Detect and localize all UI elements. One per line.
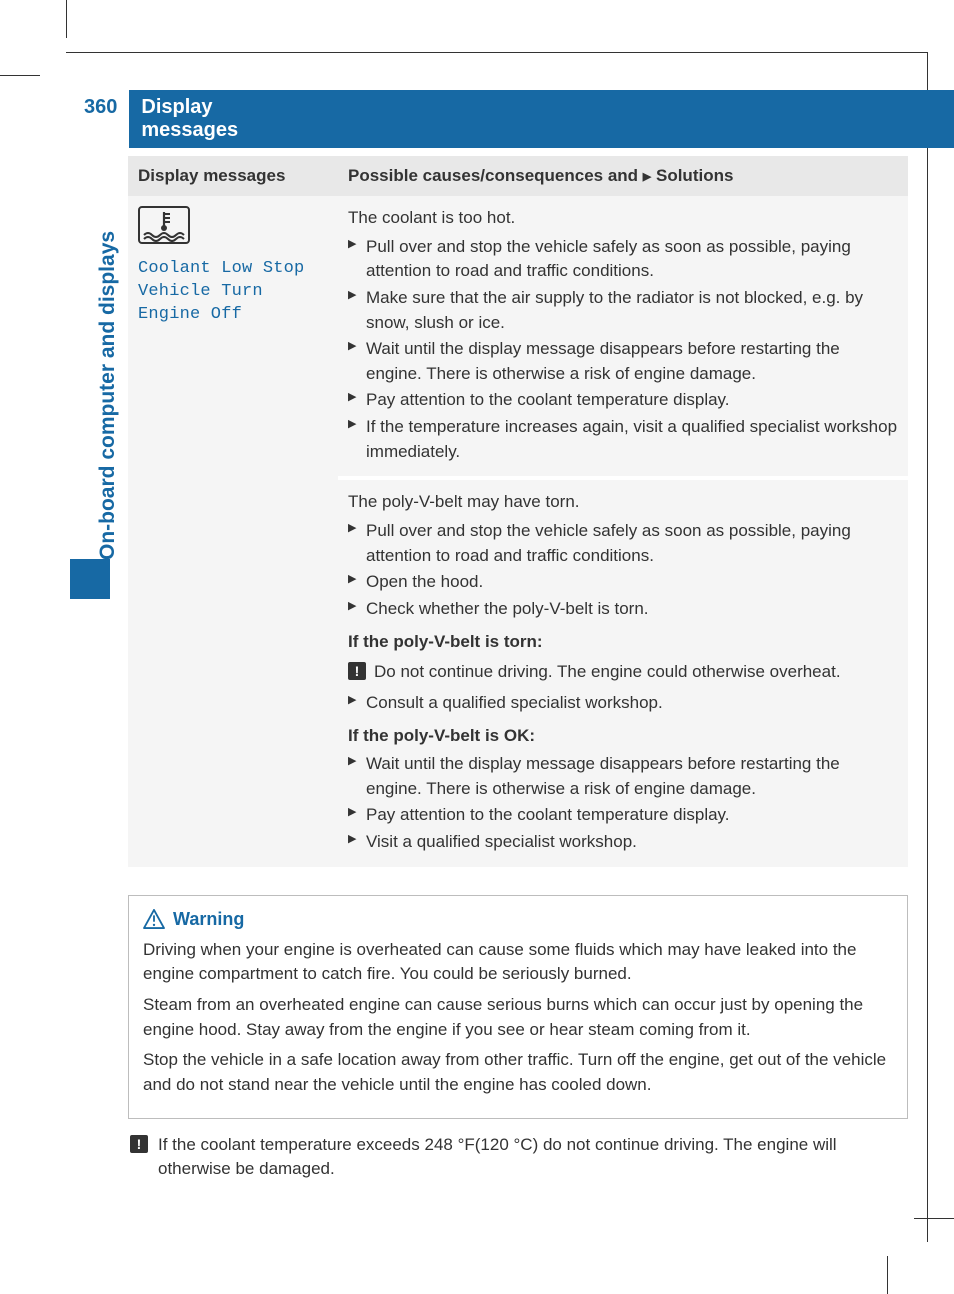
table-header-col1: Display messages xyxy=(128,156,338,196)
solution-item: Pull over and stop the vehicle safely as… xyxy=(348,519,898,568)
exclamation-icon: ! xyxy=(348,662,366,680)
sub-heading: If the poly-V-belt is OK: xyxy=(348,724,898,749)
solution-item: Pull over and stop the vehicle safely as… xyxy=(348,235,898,284)
solution-item: Wait until the display message disappear… xyxy=(348,337,898,386)
cause-text: The coolant is too hot. xyxy=(348,206,898,231)
solution-item: Pay attention to the coolant temperature… xyxy=(348,388,898,413)
solution-item: Pay attention to the coolant temperature… xyxy=(348,803,898,828)
footnote-text: If the coolant temperature exceeds 248 °… xyxy=(158,1135,837,1179)
warning-paragraph: Stop the vehicle in a safe location away… xyxy=(143,1048,893,1097)
solution-list: Wait until the display message disappear… xyxy=(348,752,898,855)
cause-text: The poly-V-belt may have torn. xyxy=(348,490,898,515)
warning-paragraph: Steam from an overheated engine can caus… xyxy=(143,993,893,1042)
page-header: 360 Display messages xyxy=(66,90,954,148)
exclamation-icon: ! xyxy=(130,1135,148,1153)
solution-item: Wait until the display message disappear… xyxy=(348,752,898,801)
solution-item: If the temperature increases again, visi… xyxy=(348,415,898,464)
section-tab xyxy=(70,559,110,599)
solution-list: Pull over and stop the vehicle safely as… xyxy=(348,235,898,465)
solution-item: Consult a qualified specialist workshop. xyxy=(348,691,898,716)
warning-triangle-icon xyxy=(143,909,165,929)
caution-item: ! Do not continue driving. The engine co… xyxy=(348,660,898,685)
page-number: 360 xyxy=(66,90,129,148)
warning-box: Warning Driving when your engine is over… xyxy=(128,895,908,1119)
warning-title: Warning xyxy=(143,906,893,932)
crop-mark xyxy=(0,75,40,76)
solution-list: Consult a qualified specialist workshop. xyxy=(348,691,898,716)
sub-heading: If the poly-V-belt is torn: xyxy=(348,630,898,655)
display-messages-table: Display messages Possible causes/consequ… xyxy=(128,156,908,871)
warning-paragraph: Driving when your engine is overheated c… xyxy=(143,938,893,987)
solution-list: Pull over and stop the vehicle safely as… xyxy=(348,519,898,622)
footnote: ! If the coolant temperature exceeds 248… xyxy=(128,1133,908,1182)
table-header-col2: Possible causes/consequences and ▶ Solut… xyxy=(338,156,908,196)
solution-item: Check whether the poly-V-belt is torn. xyxy=(348,597,898,622)
solution-cell: The poly-V-belt may have torn. Pull over… xyxy=(338,478,908,868)
crop-mark xyxy=(66,0,67,38)
triangle-icon: ▶ xyxy=(643,171,651,183)
display-message-text: Coolant Low Stop Vehicle Turn Engine Off xyxy=(138,258,328,327)
solution-item: Visit a qualified specialist workshop. xyxy=(348,830,898,855)
solution-item: Make sure that the air supply to the rad… xyxy=(348,286,898,335)
page-title: Display messages xyxy=(129,90,954,148)
section-label: On-board computer and displays xyxy=(96,231,120,560)
solution-item: Open the hood. xyxy=(348,570,898,595)
crop-mark xyxy=(887,1256,888,1294)
header-text: Solutions xyxy=(651,166,733,185)
content-area: Display messages Possible causes/consequ… xyxy=(128,156,908,1182)
display-message-cell: Coolant Low Stop Vehicle Turn Engine Off xyxy=(128,196,338,869)
coolant-temp-icon xyxy=(138,206,190,244)
warning-label: Warning xyxy=(173,906,244,932)
solution-cell: The coolant is too hot. Pull over and st… xyxy=(338,196,908,478)
header-text: Possible causes/consequences and xyxy=(348,166,643,185)
caution-text: Do not continue driving. The engine coul… xyxy=(374,662,841,681)
